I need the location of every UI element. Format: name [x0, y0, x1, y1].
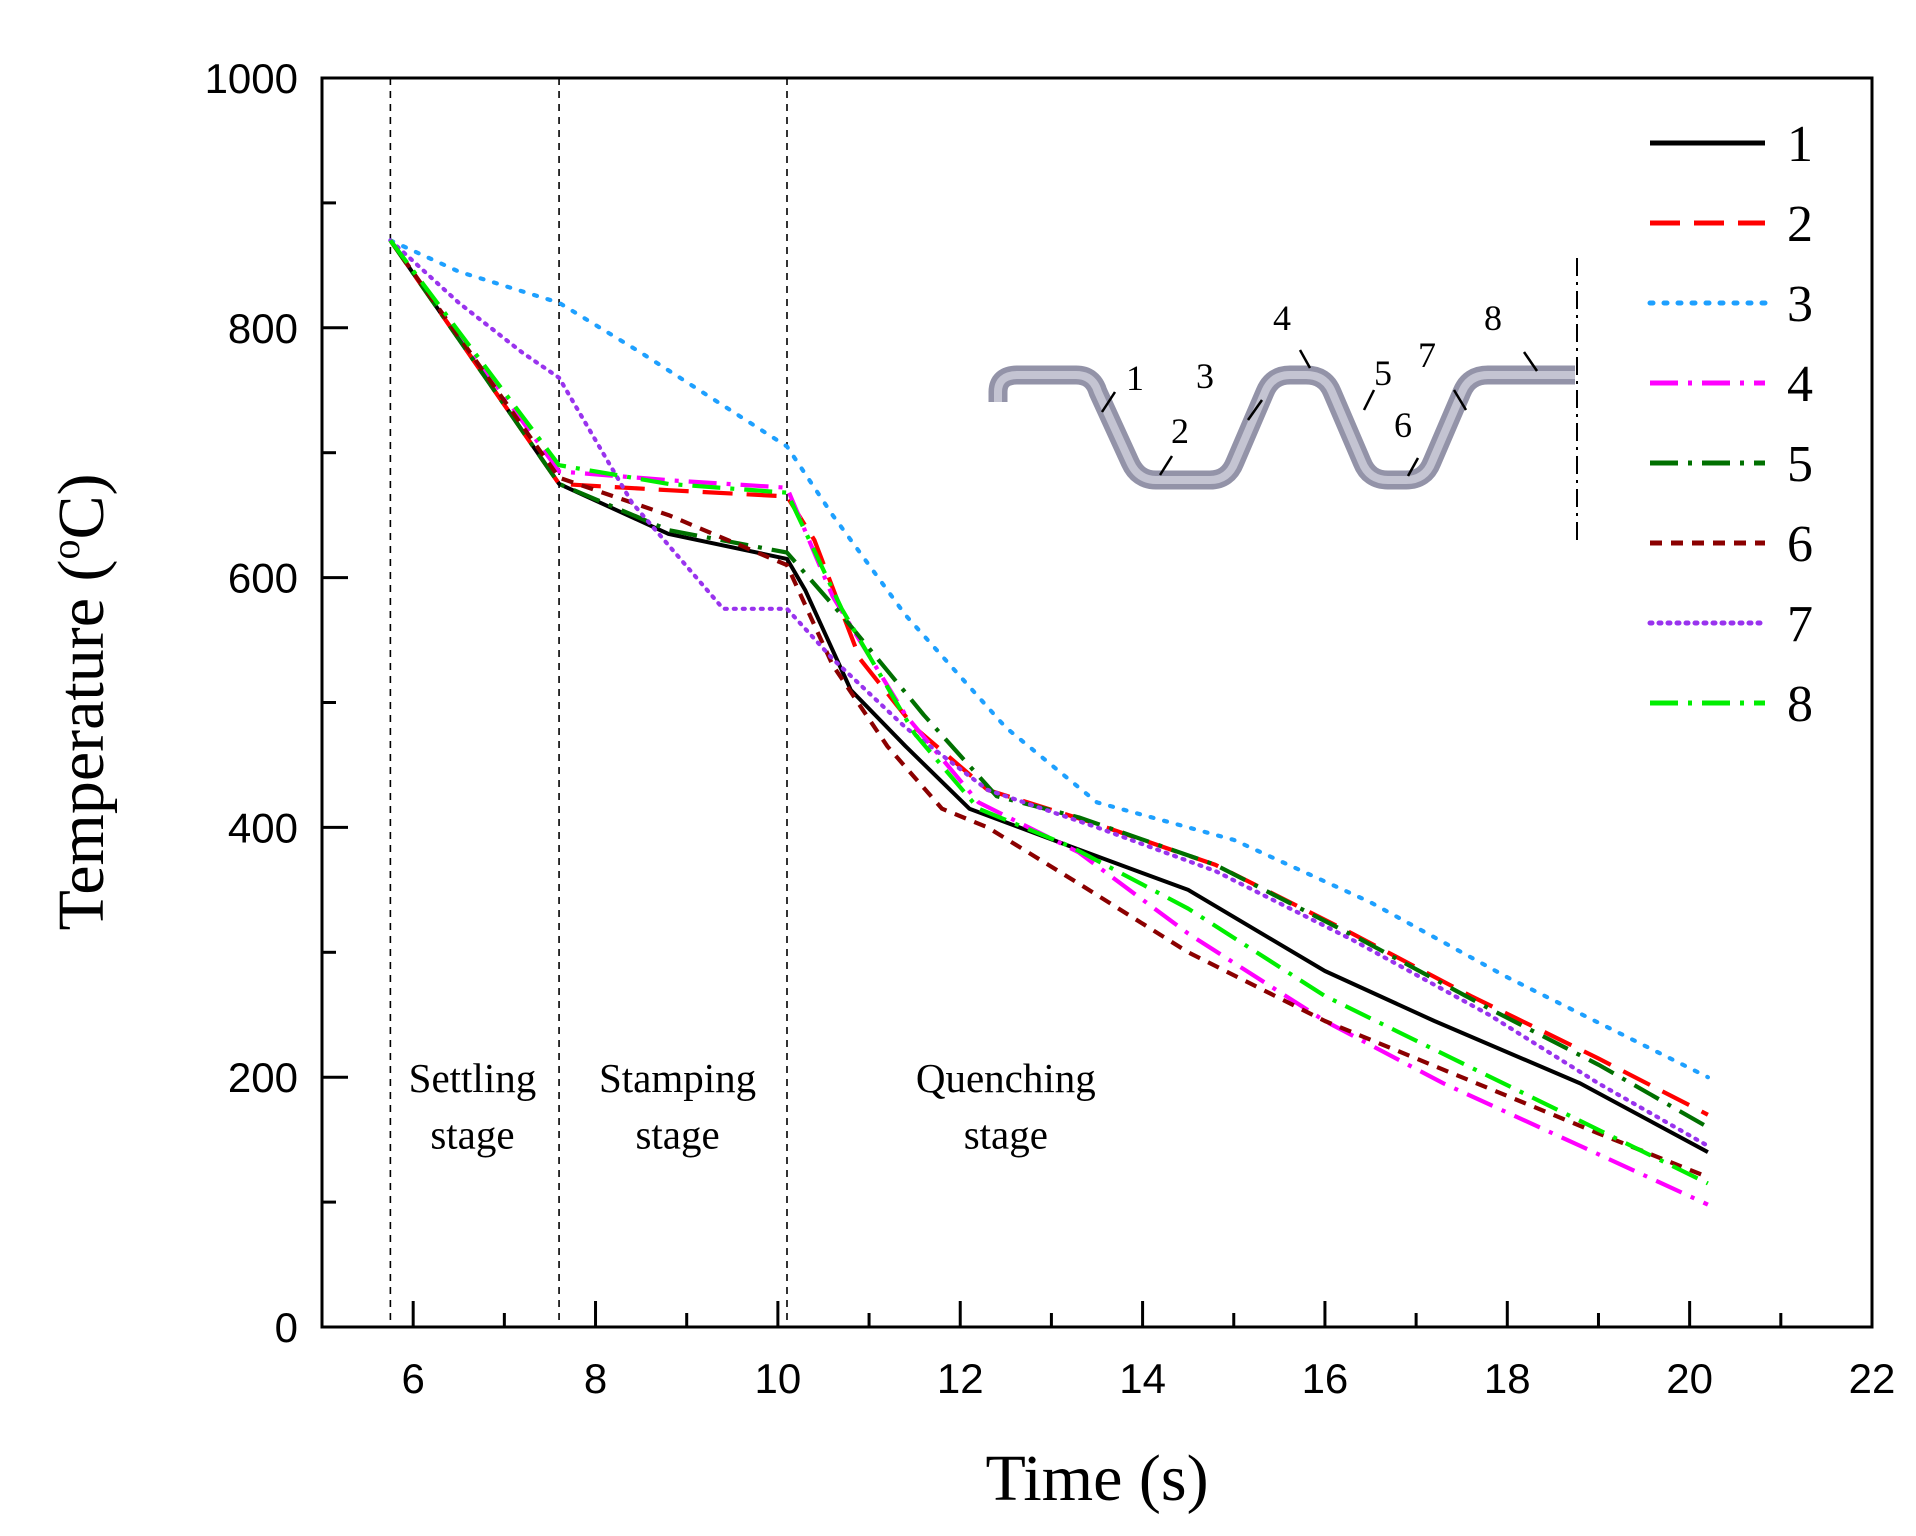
x-tick-label: 6 — [401, 1355, 424, 1402]
y-tick-label: 400 — [228, 804, 298, 851]
stage-label-1-line1: Settling — [409, 1055, 537, 1101]
inset-part-highlight — [994, 371, 1575, 484]
x-tick-label: 12 — [937, 1355, 984, 1402]
inset-leader-2 — [1158, 455, 1174, 476]
series-line-7 — [388, 238, 1710, 1148]
legend-label-2: 2 — [1787, 196, 1813, 253]
stage-label-3-line1: Quenching — [916, 1055, 1096, 1101]
legend-label-6: 6 — [1787, 516, 1813, 573]
x-tick-label: 20 — [1666, 1355, 1713, 1402]
inset-leader-3 — [1246, 399, 1264, 421]
y-axis-title: Temperature (oC) — [43, 474, 118, 931]
series-line-6 — [388, 239, 1709, 1180]
series-line-3 — [388, 238, 1710, 1080]
series-line-5 — [388, 239, 1709, 1130]
inset-label-2: 2 — [1171, 411, 1189, 451]
legend-label-1: 1 — [1787, 116, 1813, 173]
stage-label-1-line2: stage — [430, 1111, 514, 1157]
inset-label-7: 7 — [1418, 335, 1436, 375]
legend-label-7: 7 — [1787, 596, 1813, 653]
series-line-4 — [388, 239, 1709, 1207]
inset-leader-4 — [1298, 349, 1312, 369]
inset-label-1: 1 — [1126, 358, 1144, 398]
x-axis: 6 8 10 12 14 16 18 20 22 — [320, 1301, 1896, 1402]
y-tick-label: 800 — [228, 305, 298, 352]
x-tick-label: 8 — [584, 1355, 607, 1402]
y-axis-title-sup: o — [43, 540, 88, 560]
inset-leader-6 — [1406, 457, 1420, 477]
y-axis: 0 200 400 600 800 1000 — [205, 55, 348, 1351]
series-line-1 — [388, 239, 1709, 1154]
series-line-2 — [388, 239, 1709, 1117]
inset-label-8: 8 — [1484, 298, 1502, 338]
legend-label-4: 4 — [1787, 356, 1813, 413]
inset-label-6: 6 — [1394, 405, 1412, 445]
x-tick-label: 14 — [1119, 1355, 1166, 1402]
y-axis-title-after: C) — [45, 474, 118, 540]
y-axis-title-before: Temperature ( — [45, 560, 118, 931]
y-tick-label: 1000 — [205, 55, 298, 102]
inset-leader-8 — [1522, 351, 1539, 372]
y-tick-label: 0 — [275, 1304, 298, 1351]
x-tick-label: 10 — [755, 1355, 802, 1402]
inset-leader-1 — [1100, 391, 1117, 413]
legend-label-8: 8 — [1787, 676, 1813, 733]
inset-label-3: 3 — [1196, 356, 1214, 396]
x-tick-label: 18 — [1484, 1355, 1531, 1402]
inset-label-5: 5 — [1374, 353, 1392, 393]
stage-label-2-line2: stage — [635, 1111, 719, 1157]
inset-leader-5 — [1362, 389, 1376, 411]
series-line-8 — [388, 239, 1709, 1186]
stage-label-3-line2: stage — [964, 1111, 1048, 1157]
series-layer — [388, 238, 1710, 1207]
x-axis-title: Time (s) — [985, 1442, 1208, 1515]
stage-label-2-line1: Stamping — [599, 1055, 756, 1101]
inset-leader-7 — [1452, 389, 1468, 411]
y-tick-label: 600 — [228, 555, 298, 602]
part-profile-inset: 123 4 567 8 — [988, 258, 1578, 540]
legend-label-5: 5 — [1787, 436, 1813, 493]
y-tick-label: 200 — [228, 1054, 298, 1101]
x-tick-label: 22 — [1849, 1355, 1896, 1402]
inset-label-4: 4 — [1273, 298, 1291, 338]
legend: 1 2 3 4 5 6 7 8 — [1647, 116, 1813, 733]
stage-labels: Settling stage Stamping stage Quenching stage — [409, 1055, 1096, 1157]
legend-label-3: 3 — [1787, 276, 1813, 333]
x-tick-label: 16 — [1302, 1355, 1349, 1402]
stage-boundary-lines — [389, 78, 788, 1327]
